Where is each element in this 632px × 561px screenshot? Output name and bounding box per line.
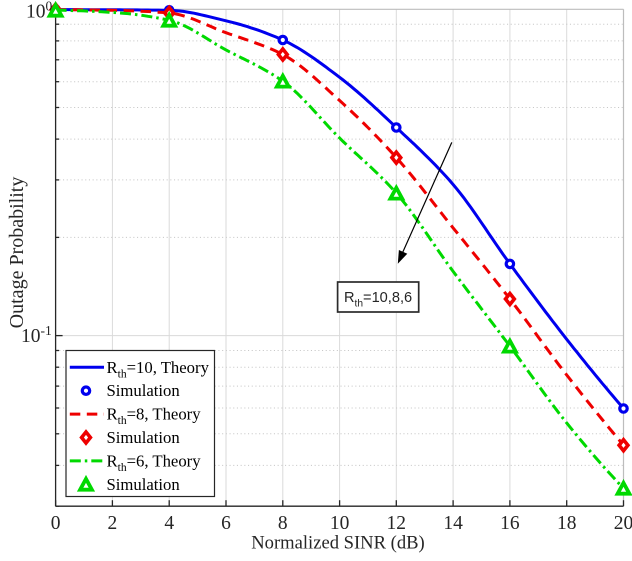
svg-text:Simulation: Simulation	[107, 428, 181, 447]
svg-text:18: 18	[557, 513, 577, 534]
svg-text:Simulation: Simulation	[107, 475, 181, 494]
svg-text:10: 10	[330, 513, 350, 534]
svg-text:6: 6	[221, 513, 231, 534]
svg-text:Normalized SINR (dB): Normalized SINR (dB)	[251, 533, 425, 554]
svg-text:Outage Probability: Outage Probability	[6, 177, 28, 329]
svg-text:Rth=10,8,6: Rth=10,8,6	[344, 290, 412, 310]
svg-text:20: 20	[614, 513, 632, 534]
svg-text:Rth=10, Theory: Rth=10, Theory	[107, 358, 210, 381]
svg-text:Rth=8, Theory: Rth=8, Theory	[107, 405, 202, 428]
svg-text:8: 8	[278, 513, 288, 534]
svg-text:Rth=6, Theory: Rth=6, Theory	[107, 451, 202, 474]
svg-text:16: 16	[500, 513, 520, 534]
svg-text:12: 12	[387, 513, 407, 534]
svg-text:2: 2	[108, 513, 118, 534]
svg-text:14: 14	[443, 513, 463, 534]
svg-text:Simulation: Simulation	[107, 381, 181, 400]
svg-text:4: 4	[164, 513, 174, 534]
svg-text:0: 0	[51, 513, 61, 534]
